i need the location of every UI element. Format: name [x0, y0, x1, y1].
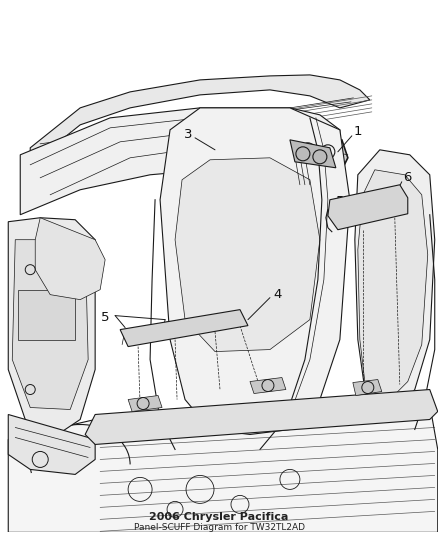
Polygon shape [8, 415, 95, 474]
Polygon shape [12, 240, 88, 409]
Text: 4: 4 [274, 288, 282, 301]
Text: 5: 5 [336, 195, 344, 208]
Polygon shape [35, 218, 105, 300]
Polygon shape [20, 108, 340, 215]
Polygon shape [175, 158, 320, 352]
Text: Panel-SCUFF Diagram for TW32TL2AD: Panel-SCUFF Diagram for TW32TL2AD [134, 523, 304, 532]
Polygon shape [355, 150, 435, 415]
Polygon shape [250, 377, 286, 393]
Polygon shape [290, 140, 336, 168]
Polygon shape [8, 218, 95, 440]
Text: 5: 5 [101, 311, 110, 324]
Text: 6: 6 [403, 171, 412, 184]
Text: 2006 Chrysler Pacifica: 2006 Chrysler Pacifica [149, 512, 289, 522]
Polygon shape [30, 75, 370, 165]
Text: 3: 3 [184, 128, 192, 141]
Polygon shape [128, 395, 162, 411]
Text: 1: 1 [353, 125, 362, 139]
Polygon shape [358, 170, 428, 395]
Polygon shape [18, 289, 75, 340]
Polygon shape [290, 128, 348, 170]
Polygon shape [353, 379, 382, 395]
Polygon shape [120, 310, 248, 346]
Polygon shape [160, 108, 350, 434]
Polygon shape [8, 405, 438, 532]
Polygon shape [328, 185, 408, 230]
Polygon shape [85, 390, 438, 445]
